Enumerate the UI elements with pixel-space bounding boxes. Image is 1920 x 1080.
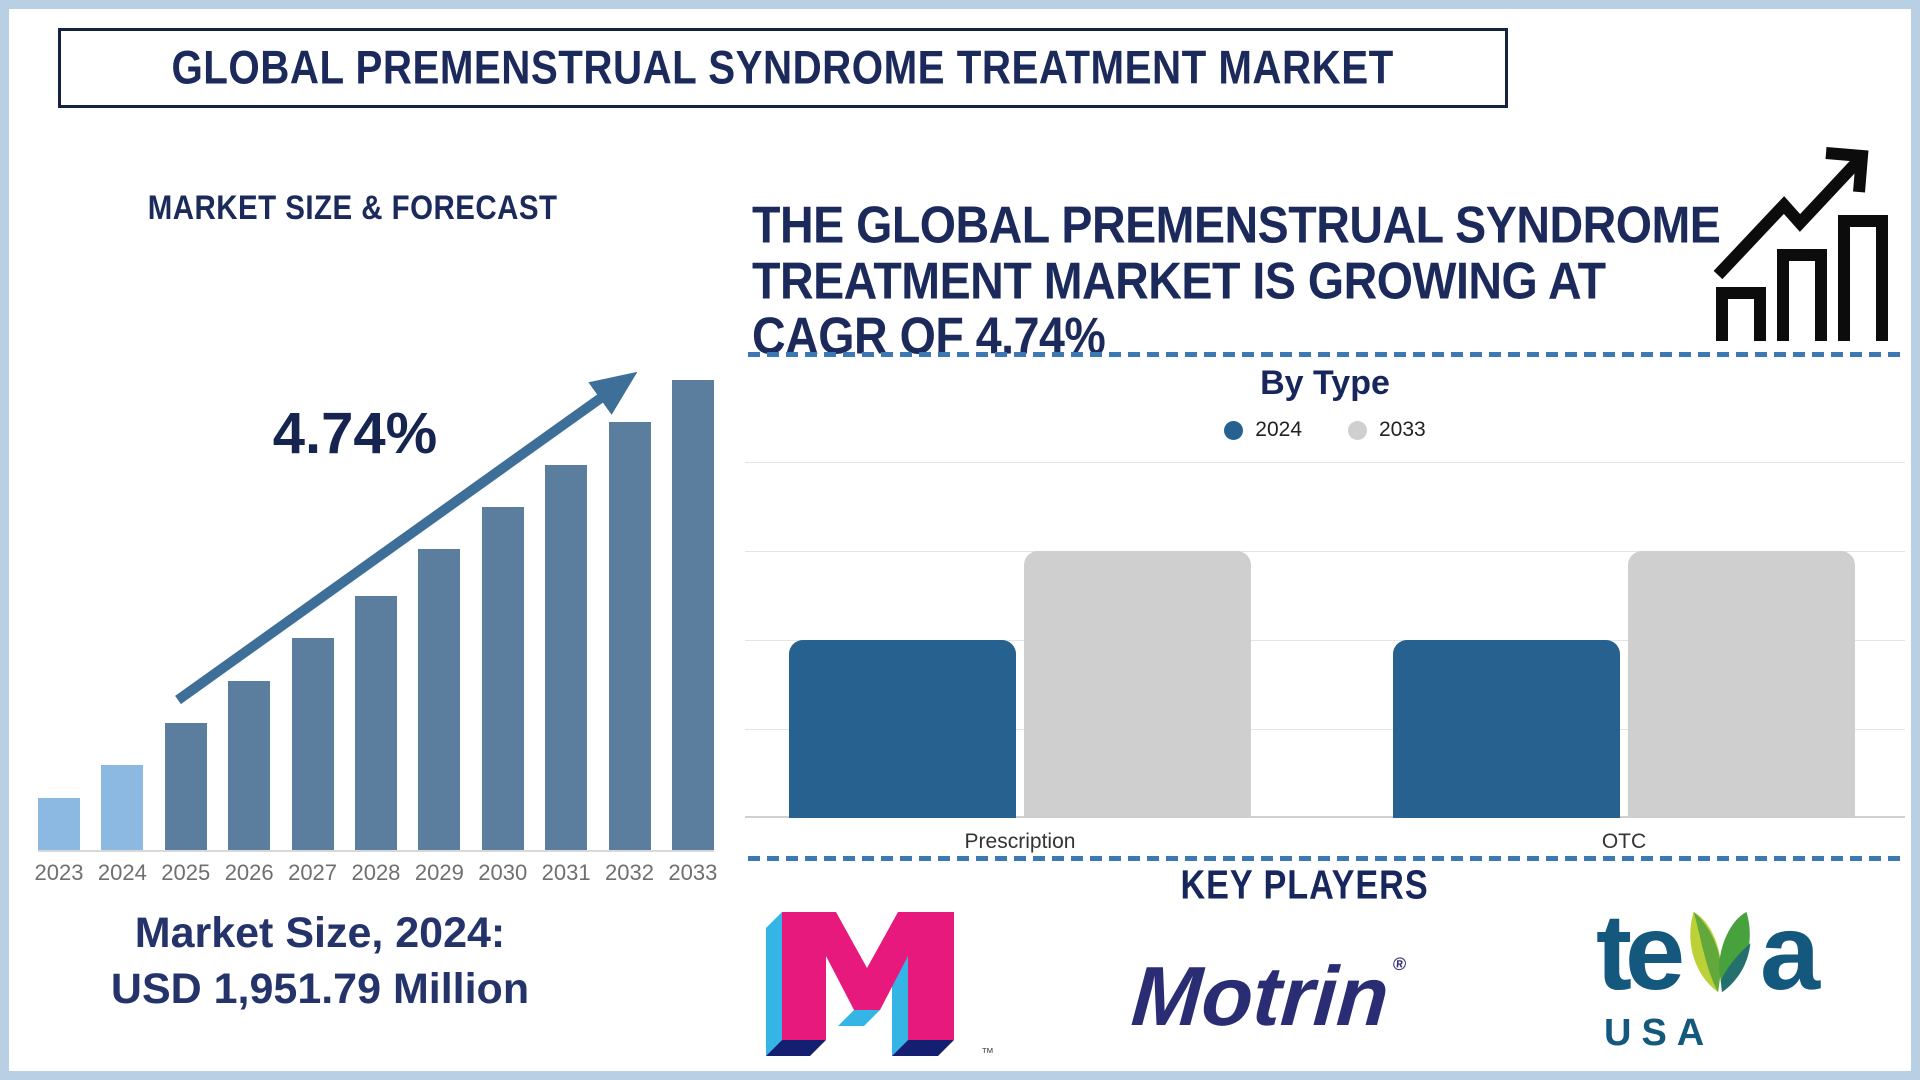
year-label-2032: 2032 xyxy=(605,860,654,885)
teva-logo: te a USA xyxy=(1596,898,1896,1055)
year-label-2029: 2029 xyxy=(414,860,464,885)
forecast-bar-2031 xyxy=(545,465,588,850)
m-logo-trademark: ™ xyxy=(981,1045,994,1060)
forecast-bar-2032 xyxy=(608,422,651,850)
legend-label: 2024 xyxy=(1255,418,1302,441)
gridline xyxy=(745,640,1905,641)
headline-line3: CAGR OF 4.74% xyxy=(752,308,1106,366)
year-label-2031: 2031 xyxy=(541,860,591,885)
legend-label: 2033 xyxy=(1379,418,1426,441)
legend-item-2033: 2033 xyxy=(1348,418,1426,442)
headline-line2: TREATMENT MARKET IS GROWING AT xyxy=(752,252,1606,310)
category-label-otc: OTC xyxy=(1601,830,1647,853)
growth-headline: THE GLOBAL PREMENSTRUAL SYNDROME TREATME… xyxy=(752,196,1721,366)
gridline xyxy=(745,462,1905,463)
year-label-2028: 2028 xyxy=(351,860,401,885)
market-size-line1: Market Size, 2024: xyxy=(134,909,506,957)
legend-item-2024: 2024 xyxy=(1224,418,1302,442)
forecast-bar-2033 xyxy=(671,380,714,850)
bar-otc-2024 xyxy=(1393,640,1620,818)
teva-usa-label: USA xyxy=(1604,1012,1715,1054)
forecast-bar-2023 xyxy=(38,798,80,850)
teva-leaf-icon xyxy=(1690,911,1751,993)
forecast-year-axis: 2023 2024 2025 2026 2027 2028 2029 2030 2031 2032… xyxy=(28,860,724,886)
year-label-2023: 2023 xyxy=(34,860,84,885)
year-label-2027: 2027 xyxy=(288,860,338,885)
page-title: GLOBAL PREMENSTRUAL SYNDROME TREATMENT M… xyxy=(171,41,1395,94)
bar-group-otc xyxy=(1393,551,1855,818)
year-label-2033: 2033 xyxy=(668,860,718,885)
market-size-callout: Market Size, 2024: USD 1,951.79 Million xyxy=(30,906,610,1018)
year-label-2024: 2024 xyxy=(97,860,147,885)
year-label-2025: 2025 xyxy=(161,860,211,885)
by-type-bar-chart: Prescription OTC xyxy=(745,462,1905,853)
teva-te: te xyxy=(1596,891,1685,1012)
headline-line1: THE GLOBAL PREMENSTRUAL SYNDROME xyxy=(752,197,1721,255)
trend-arrow-icon xyxy=(175,371,638,705)
dashed-separator-bottom xyxy=(748,856,1906,861)
forecast-bar-2030 xyxy=(481,507,524,850)
by-type-legend: 2024 2033 xyxy=(745,418,1905,442)
key-players-heading: KEY PLAYERS xyxy=(1180,861,1430,908)
gridline xyxy=(745,729,1905,730)
motrin-reg-mark: ® xyxy=(1392,954,1407,974)
cagr-value: 4.74% xyxy=(272,401,438,466)
category-label-prescription: Prescription xyxy=(964,830,1076,853)
by-type-title: By Type xyxy=(1260,364,1390,402)
growth-chart-icon xyxy=(1713,147,1888,341)
legend-dot-icon xyxy=(1348,420,1367,440)
title-banner: GLOBAL PREMENSTRUAL SYNDROME TREATMENT M… xyxy=(58,28,1508,108)
m-logo-mark xyxy=(766,912,954,1056)
motrin-logo: Motrin® xyxy=(1128,949,1407,1043)
market-size-line2: USD 1,951.79 Million xyxy=(110,964,530,1013)
bar-otc-2033 xyxy=(1628,551,1855,818)
forecast-bar-2026 xyxy=(228,681,271,850)
legend-dot-icon xyxy=(1224,420,1244,440)
baseline xyxy=(745,816,1905,818)
forecast-bar-chart xyxy=(38,380,714,852)
bar-prescription-2033 xyxy=(1024,551,1251,818)
teva-a: a xyxy=(1760,891,1820,1012)
m-logo: ™ xyxy=(740,906,1000,1068)
forecast-bar-2028 xyxy=(354,596,397,850)
year-label-2026: 2026 xyxy=(224,860,274,885)
forecast-bar-2025 xyxy=(164,723,207,850)
gridline xyxy=(745,551,1905,552)
bar-prescription-2024 xyxy=(789,640,1016,818)
dashed-separator-top xyxy=(748,352,1906,357)
forecast-bar-2024 xyxy=(101,765,144,850)
forecast-bar-2029 xyxy=(418,549,461,850)
market-size-forecast-heading: MARKET SIZE & FORECAST xyxy=(148,187,558,228)
forecast-bar-2027 xyxy=(291,638,334,850)
bar-group-prescription xyxy=(789,551,1251,818)
year-label-2030: 2030 xyxy=(478,860,528,885)
